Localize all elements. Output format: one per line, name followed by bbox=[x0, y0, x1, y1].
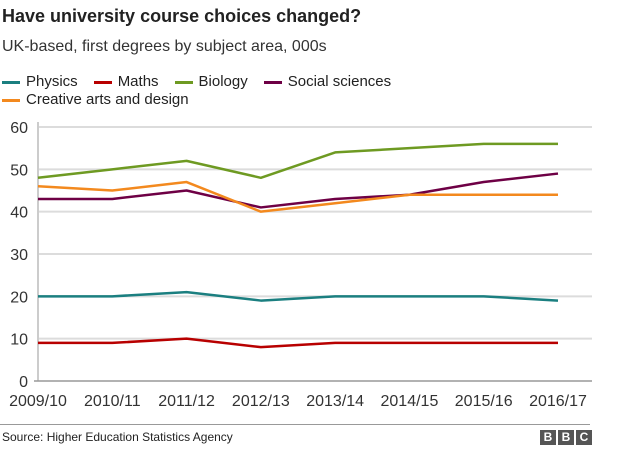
legend-label: Social sciences bbox=[287, 73, 392, 90]
legend-swatch bbox=[2, 98, 20, 102]
chart-subtitle: UK-based, first degrees by subject area,… bbox=[2, 38, 327, 55]
chart-title: Have university course choices changed? bbox=[2, 6, 362, 26]
legend-swatch bbox=[263, 80, 282, 84]
legend-label: Physics bbox=[26, 73, 78, 90]
x-tick-label: 2016/17 bbox=[529, 393, 587, 410]
legend-swatch bbox=[174, 80, 193, 84]
x-tick-label: 2010/11 bbox=[84, 393, 141, 410]
series-line-creative-arts-and-design bbox=[37, 180, 558, 213]
source-note: Source: Higher Education Statistics Agen… bbox=[2, 430, 233, 444]
y-tick-label: 60 bbox=[10, 120, 28, 137]
x-tick-label: 2014/15 bbox=[381, 393, 439, 410]
y-tick-label: 50 bbox=[10, 162, 28, 179]
y-tick-label: 20 bbox=[10, 289, 28, 306]
series-line-social-sciences bbox=[38, 172, 559, 209]
x-tick-label: 2013/14 bbox=[306, 393, 364, 410]
legend-swatch bbox=[93, 80, 112, 84]
series-line-physics bbox=[38, 290, 559, 302]
y-tick-label: 0 bbox=[19, 374, 28, 391]
x-tick-label: 2015/16 bbox=[455, 393, 513, 410]
legend-label: Maths bbox=[117, 73, 159, 90]
series-line-biology bbox=[37, 142, 558, 180]
legend-item: Maths bbox=[93, 73, 159, 91]
y-tick-label: 40 bbox=[10, 205, 28, 222]
legend-item: Biology bbox=[174, 73, 248, 91]
x-tick-label: 2009/10 bbox=[9, 393, 67, 410]
footer-divider bbox=[0, 424, 590, 425]
x-tick-label: 2011/12 bbox=[158, 393, 215, 410]
legend-swatch bbox=[2, 80, 20, 84]
legend-item: Physics bbox=[2, 73, 78, 91]
series-line-maths bbox=[38, 337, 558, 349]
y-tick-label: 30 bbox=[10, 247, 28, 264]
legend-item: Social sciences bbox=[263, 73, 392, 91]
legend: Physics Maths Biology Social sciences Creati… bbox=[2, 73, 462, 109]
x-tick-label: 2012/13 bbox=[232, 393, 290, 410]
y-tick-label: 10 bbox=[10, 332, 28, 349]
legend-label: Creative arts and design bbox=[26, 91, 189, 108]
legend-label: Biology bbox=[198, 73, 248, 90]
legend-item: Creative arts and design bbox=[2, 91, 189, 109]
